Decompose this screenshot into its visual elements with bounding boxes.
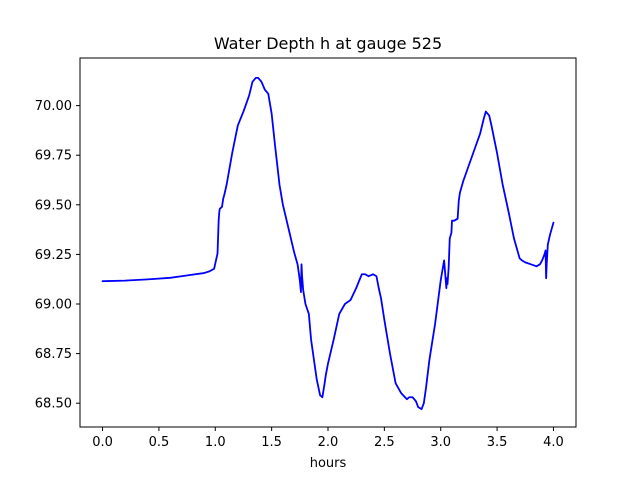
x-tick-label: 3.5 (487, 435, 508, 450)
axes-frame (79, 57, 577, 428)
x-tick-label: 3.0 (430, 435, 451, 450)
y-tick-label: 69.00 (35, 298, 72, 313)
y-tick-label: 68.75 (35, 347, 72, 362)
x-tick-label: 0.0 (92, 435, 113, 450)
x-tick-label: 4.0 (543, 435, 564, 450)
x-tick-label: 2.0 (318, 435, 339, 450)
x-tick-label: 0.5 (149, 435, 170, 450)
y-tick-label: 69.75 (35, 149, 72, 164)
series-line-0 (101, 76, 555, 411)
y-tick-label: 68.50 (35, 397, 72, 412)
x-tick-label: 1.5 (261, 435, 282, 450)
y-tick-label: 69.50 (35, 198, 72, 213)
y-tick-label: 69.25 (35, 248, 72, 263)
plot-area: 0.0 0.5 1.0 1.5 2.0 2.5 3.0 3.5 4.0 68.50 68.75 69.… (35, 57, 577, 450)
x-axis-label: hours (310, 456, 347, 471)
chart-title: Water Depth h at gauge 525 (214, 34, 442, 53)
x-tick-label: 1.0 (205, 435, 226, 450)
y-tick-label: 70.00 (35, 99, 72, 114)
x-tick-label: 2.5 (374, 435, 395, 450)
